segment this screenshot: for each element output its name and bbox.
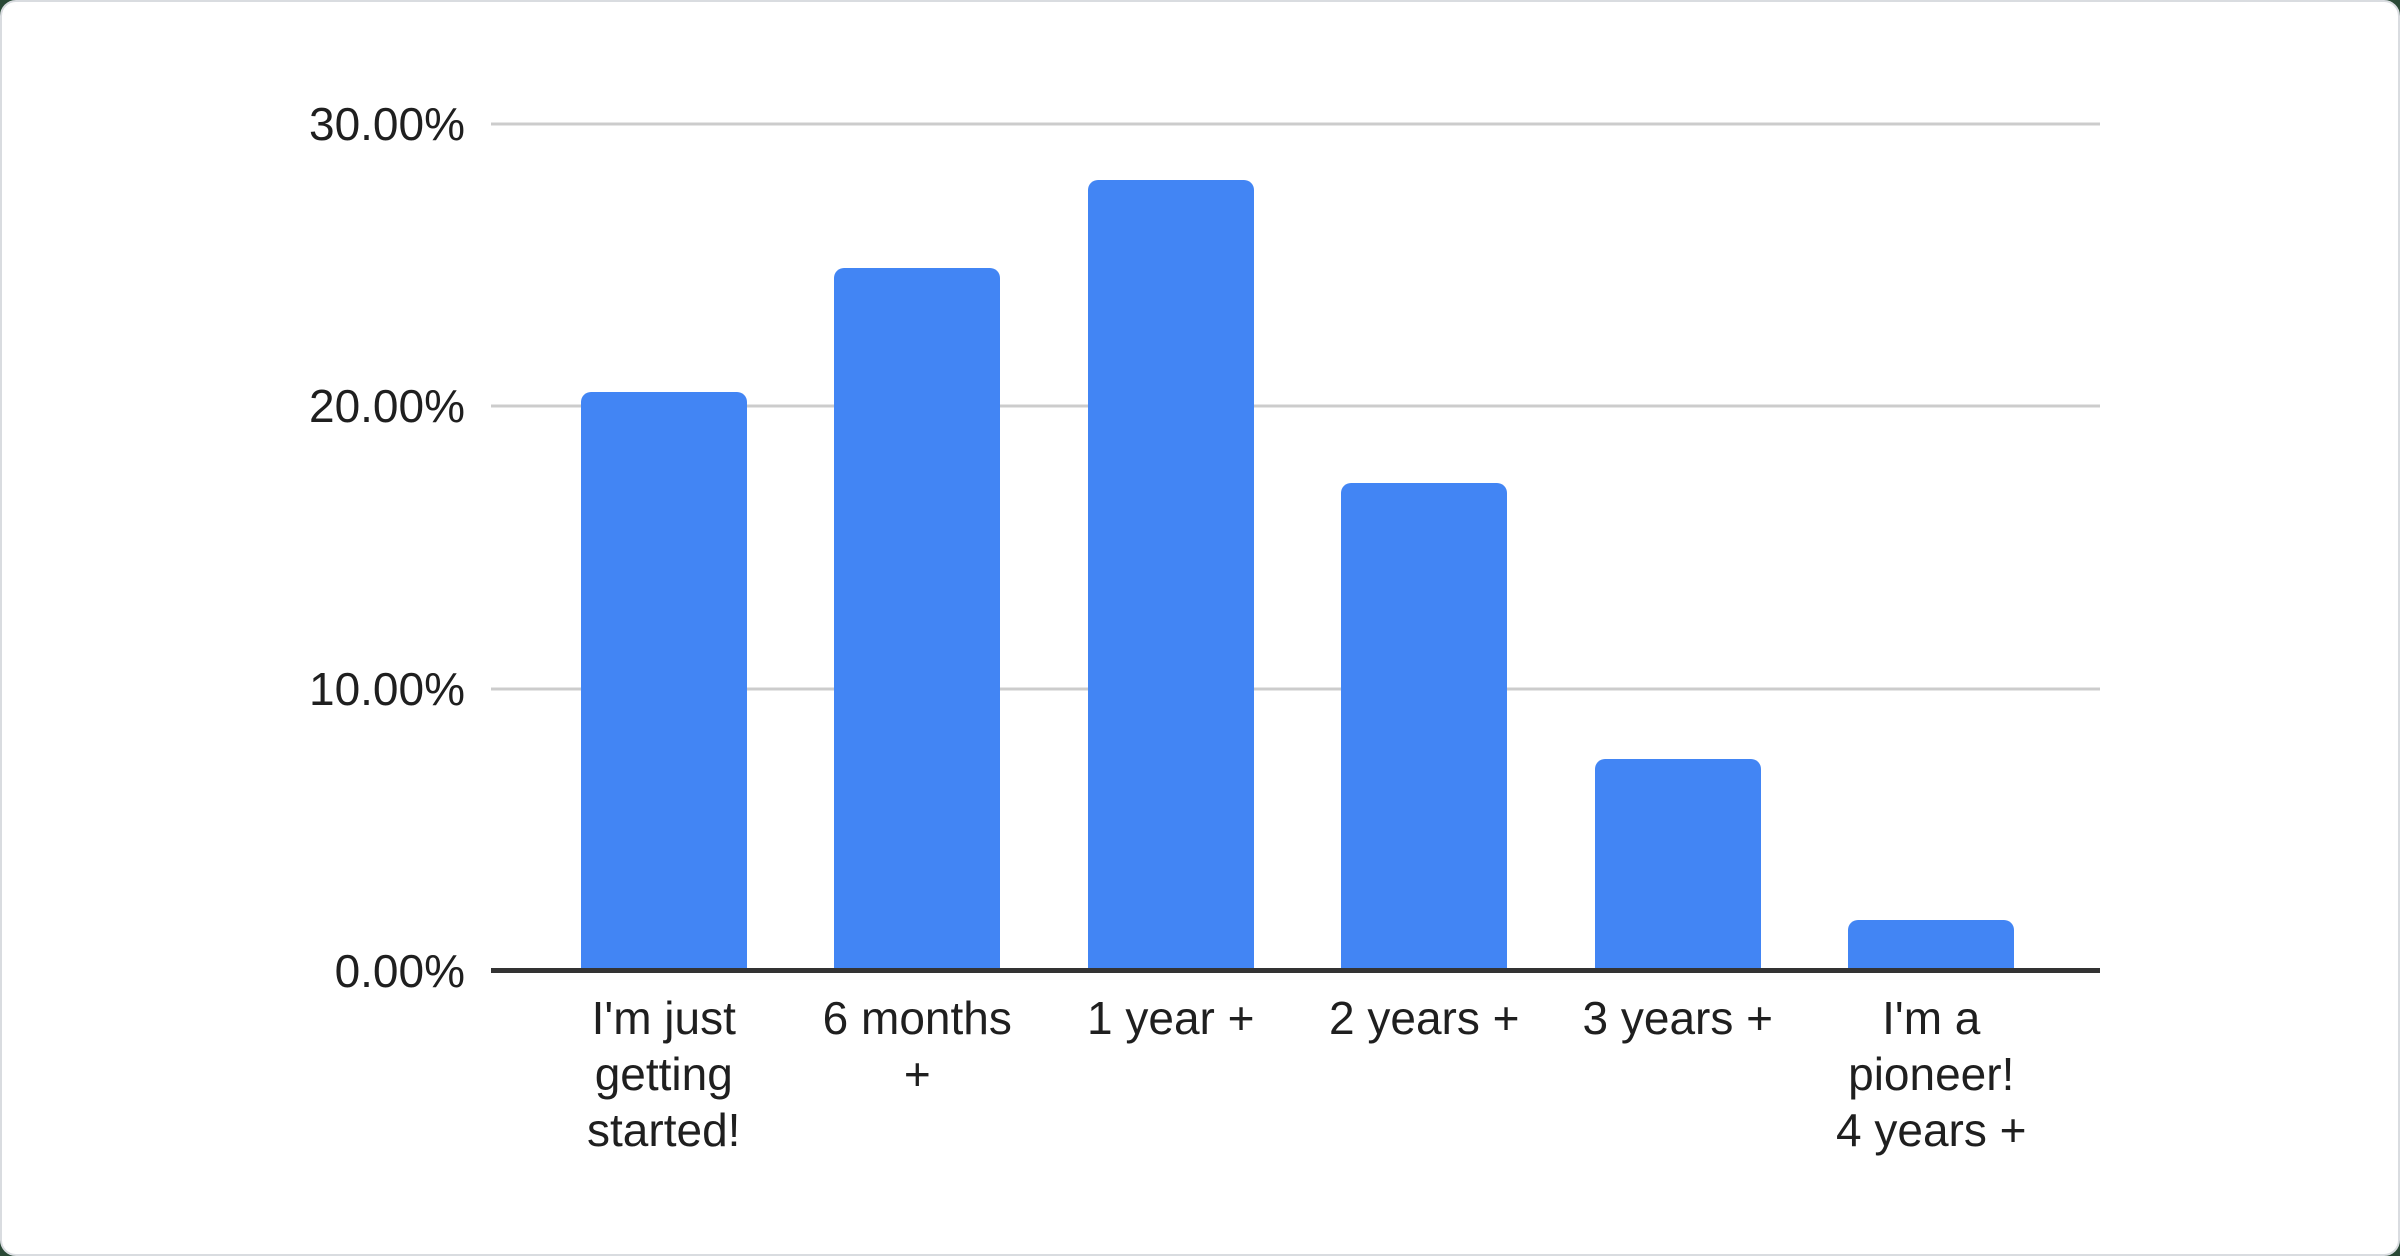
gridline-10 (491, 687, 2100, 691)
bar-series (537, 124, 2058, 971)
x-tick-label: I'm just getting started! (587, 992, 741, 1156)
bar-band (1044, 124, 1298, 971)
bar-3[interactable] (1087, 180, 1254, 971)
bar-band (1805, 124, 2059, 971)
x-tick-label: 2 years + (1329, 992, 1520, 1044)
y-tick-label: 30.00% (308, 98, 465, 150)
x-tick-label: I'm a pioneer! 4 years + (1836, 992, 2027, 1156)
y-tick-label: 0.00% (334, 945, 465, 997)
x-tick-label: 1 year + (1087, 992, 1255, 1044)
y-tick-label: 10.00% (308, 662, 465, 715)
bar-6[interactable] (1848, 920, 2015, 971)
bar-band (1551, 124, 1805, 971)
x-tick-label: 3 years + (1582, 992, 1774, 1044)
bar-5[interactable] (1594, 759, 1761, 971)
y-tick-label: 20.00% (308, 380, 465, 433)
y-axis-labels: 0.00% 10.00% 20.00% 30.00% (2, 98, 465, 997)
gridline-30 (491, 122, 2100, 126)
x-axis-line (491, 968, 2100, 973)
bar-band (537, 124, 791, 971)
bar-band (1298, 124, 1552, 971)
gridline-20 (491, 404, 2100, 408)
bar-2[interactable] (834, 268, 1001, 971)
x-tick-label: 6 months + (822, 992, 1012, 1100)
bar-4[interactable] (1341, 482, 1508, 971)
x-axis-labels: I'm just getting started! 6 months + 1 yea… (537, 990, 2058, 1158)
bar-1[interactable] (580, 392, 747, 971)
plot-area (491, 122, 2100, 973)
bar-band (791, 124, 1045, 971)
